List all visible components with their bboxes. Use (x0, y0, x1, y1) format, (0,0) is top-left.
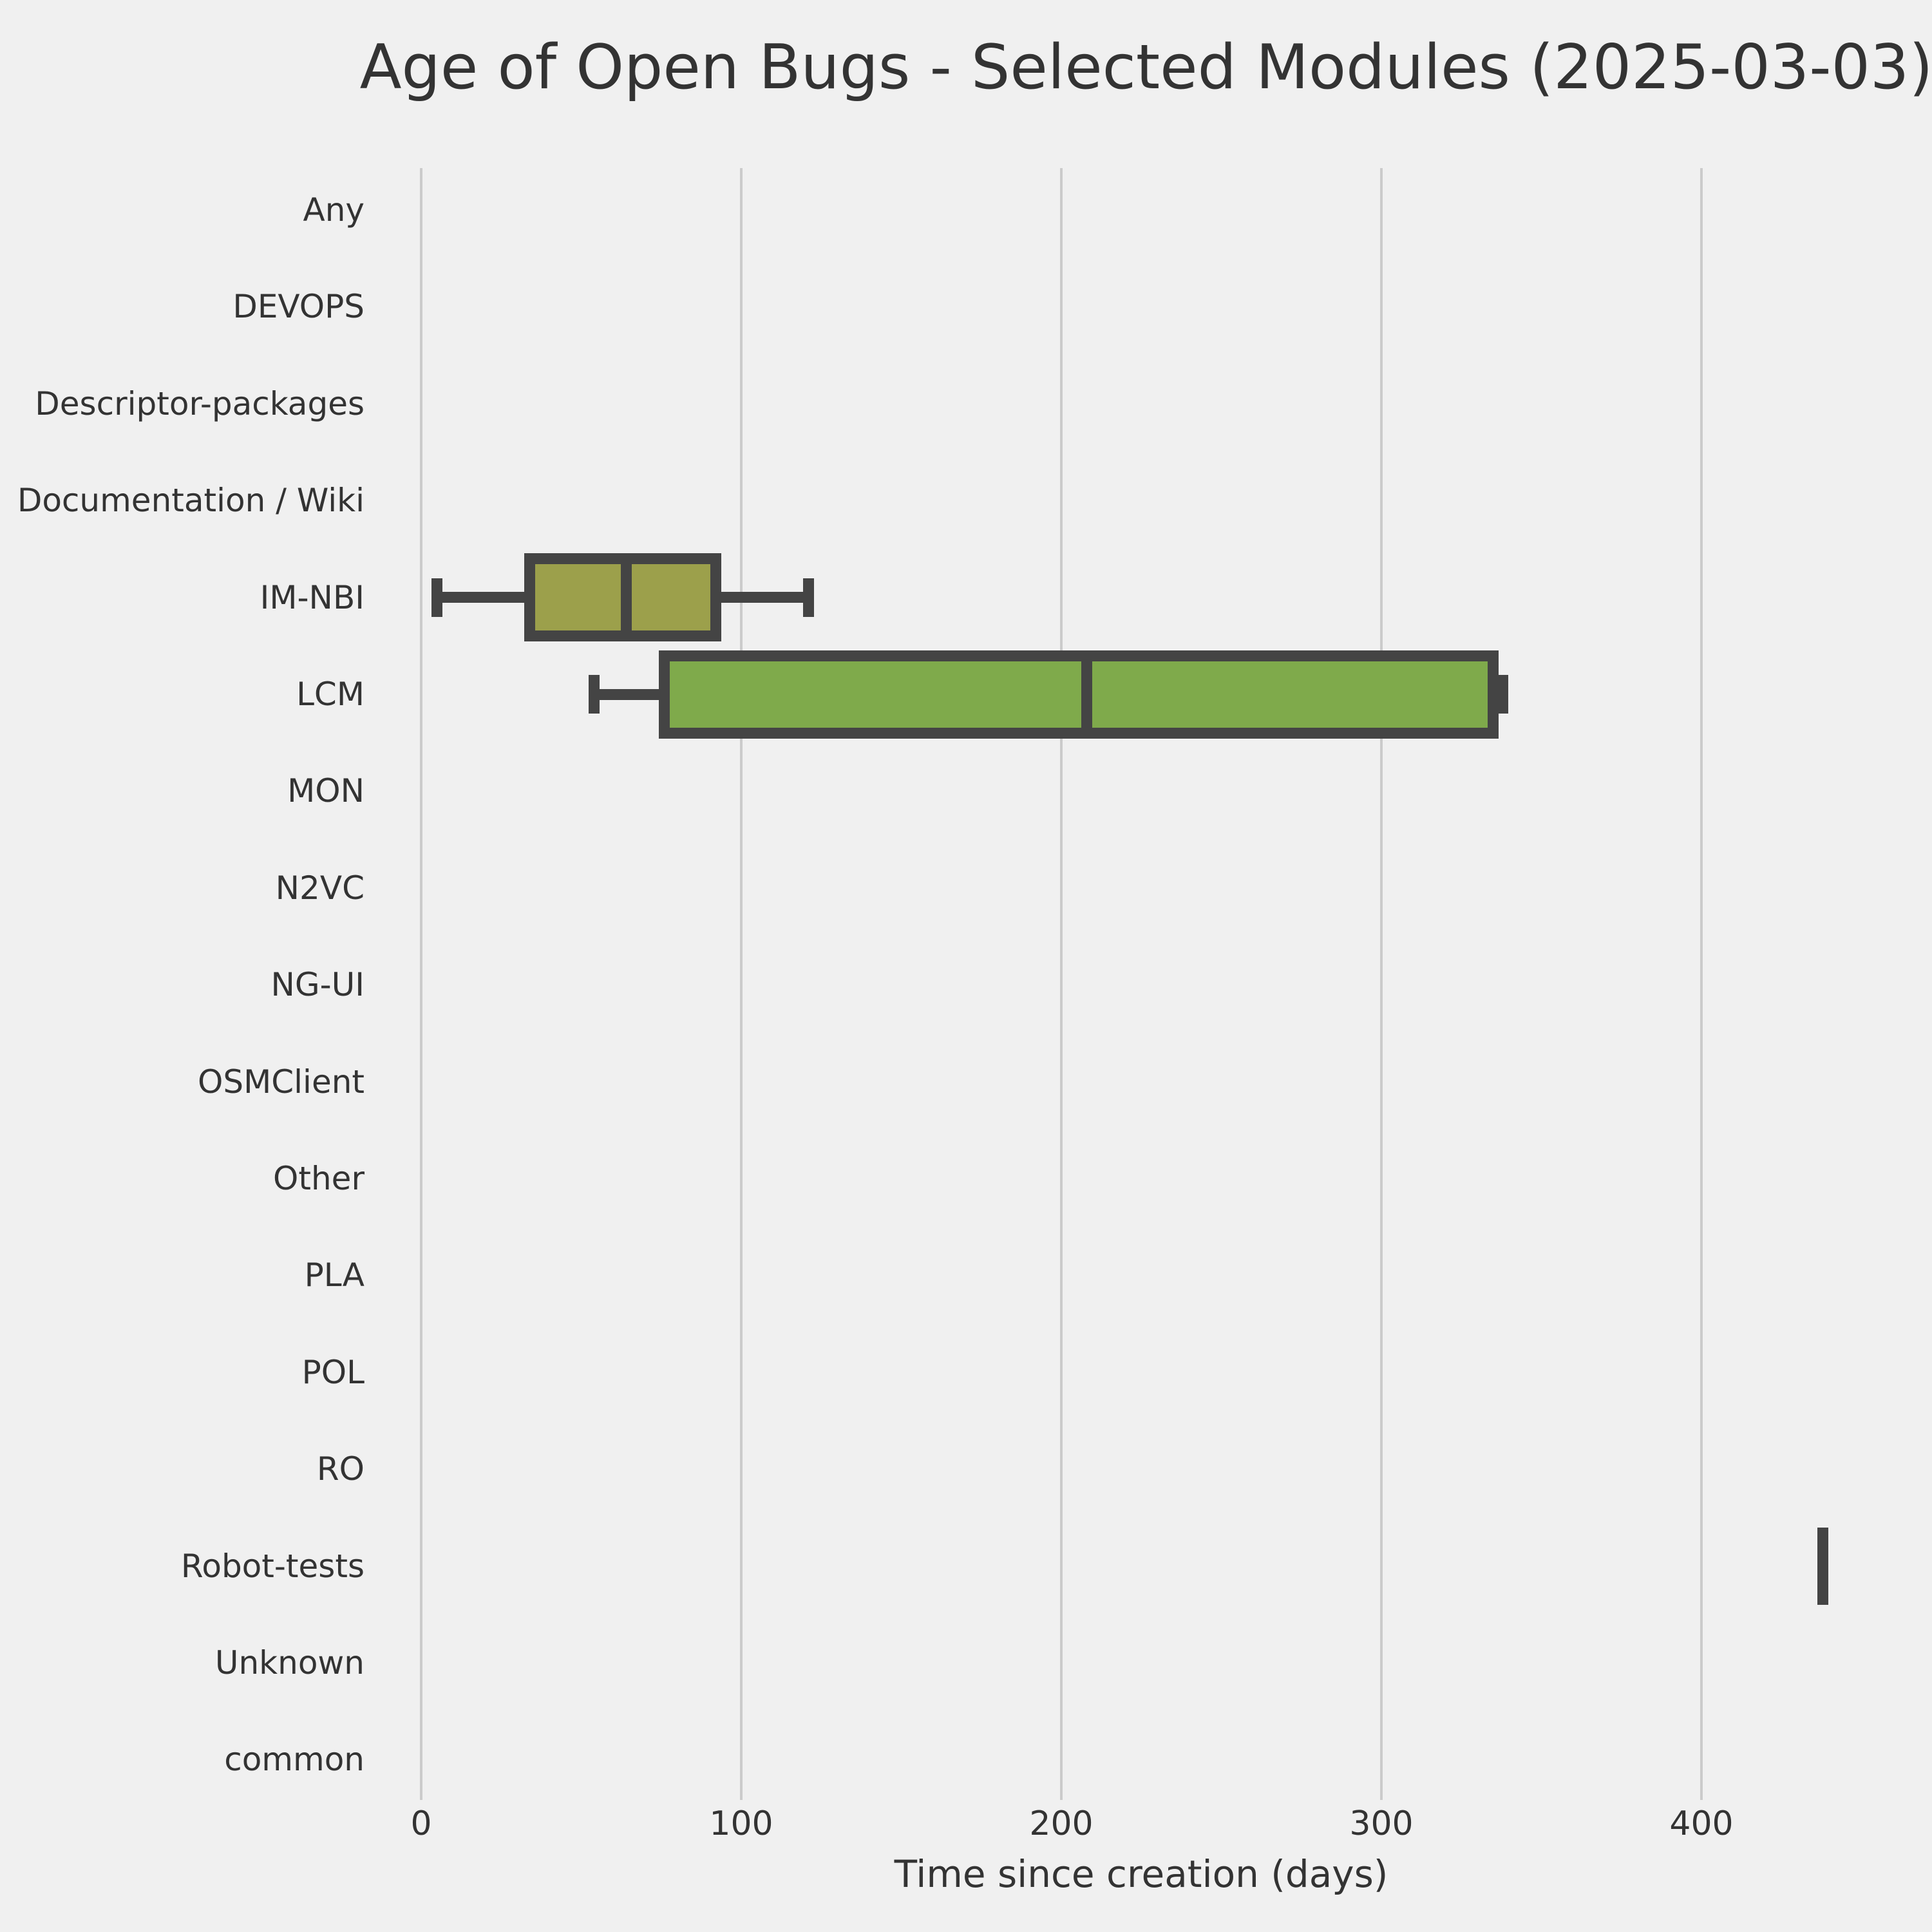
y-category-label: Unknown (214, 1644, 365, 1681)
y-category-label: common (224, 1741, 365, 1779)
y-category-label: OSMClient (198, 1063, 365, 1101)
x-tick-label-100: 100 (709, 1804, 773, 1843)
y-category-label: IM-NBI (260, 578, 365, 616)
whisker-low-line (594, 688, 665, 700)
x-tick-label-400: 400 (1669, 1804, 1734, 1843)
x-axis-title: Time since creation (days) (894, 1852, 1388, 1896)
x-tick-label-300: 300 (1349, 1804, 1414, 1843)
y-category-label: Any (303, 191, 365, 229)
y-category-label: Documentation / Wiki (17, 482, 365, 520)
gridline-400 (1700, 168, 1703, 1800)
y-category-label: Robot-tests (180, 1547, 365, 1585)
whisker-low-line (437, 592, 530, 603)
gridline-300 (1380, 168, 1383, 1800)
y-category-label: LCM (296, 676, 365, 713)
chart-title: Age of Open Bugs - Selected Modules (202… (359, 32, 1932, 103)
whisker-high-cap (802, 578, 814, 617)
gridline-0 (420, 168, 422, 1800)
median-line-im-nbi (620, 553, 632, 642)
whisker-low-cap (431, 578, 443, 617)
y-category-label: NG-UI (270, 966, 365, 1004)
box-single-value-robot-tests (1817, 1527, 1829, 1605)
y-category-label: DEVOPS (232, 288, 365, 326)
box-lcm (659, 650, 1499, 739)
gridline-200 (1060, 168, 1063, 1800)
median-line-lcm (1081, 650, 1093, 739)
x-tick-label-0: 0 (410, 1804, 432, 1843)
whisker-high-cap (1497, 675, 1509, 714)
y-category-label: N2VC (275, 869, 365, 907)
whisker-high-line (715, 592, 809, 603)
y-category-label: RO (316, 1450, 365, 1488)
y-category-label: POL (301, 1353, 365, 1391)
y-category-label: PLA (304, 1256, 365, 1294)
y-category-label: MON (287, 772, 365, 810)
y-category-label: Descriptor-packages (35, 384, 365, 422)
gridline-100 (740, 168, 743, 1800)
x-tick-label-200: 200 (1029, 1804, 1094, 1843)
y-category-label: Other (273, 1160, 365, 1197)
whisker-low-cap (588, 675, 600, 714)
